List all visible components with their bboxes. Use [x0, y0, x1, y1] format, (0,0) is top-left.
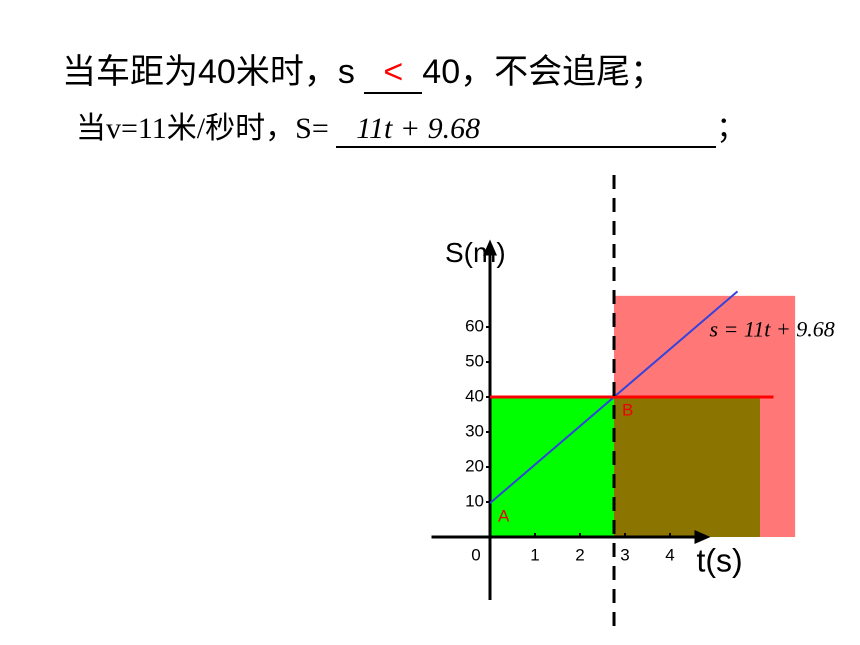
line-annotation: s = 11t + 9.68 [710, 316, 835, 341]
question-line: 当v=11米/秒时，S= 11t + 9.68； [76, 103, 746, 148]
text: 当v=11米/秒时，S= [76, 112, 329, 145]
x-arrow [694, 530, 711, 544]
y-tick-label: 10 [465, 491, 484, 510]
point-label: B [622, 400, 633, 419]
answer: 11t + 9.68 [336, 112, 717, 148]
x-tick-label: 1 [530, 545, 539, 564]
y-tick-label: 50 [465, 351, 484, 370]
x-axis-label: t(s) [697, 542, 743, 578]
question-line: 当车距为40米时，s <40，不会追尾； [62, 44, 664, 94]
text: ； [716, 112, 747, 145]
y-tick-label: 60 [465, 316, 484, 335]
y-tick-label: 20 [465, 456, 484, 475]
y-axis-label: S(m) [445, 237, 506, 268]
answer: < [364, 53, 423, 94]
x-tick-label: 0 [471, 545, 480, 564]
x-tick-label: 4 [665, 545, 674, 564]
region [614, 397, 760, 537]
x-tick-label: 3 [620, 545, 629, 564]
point-label: A [498, 507, 510, 526]
region [490, 397, 615, 537]
y-tick-label: 30 [465, 421, 484, 440]
y-arrow [483, 239, 497, 256]
y-tick-label: 40 [465, 386, 484, 405]
text: 当车距为40米时，s [62, 53, 355, 91]
x-tick-label: 2 [575, 545, 584, 564]
text: 40，不会追尾； [422, 53, 665, 91]
